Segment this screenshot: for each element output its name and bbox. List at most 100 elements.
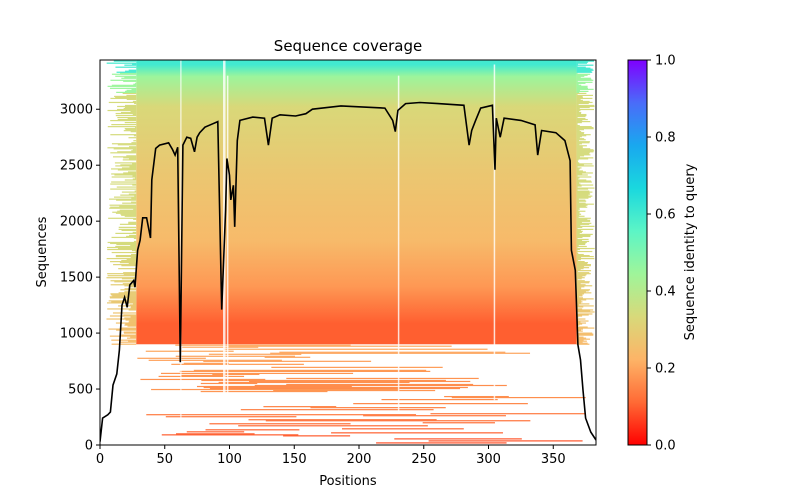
alignment-row [576,164,584,166]
alignment-row [111,343,137,345]
alignment-row [576,191,593,193]
alignment-row [576,185,582,187]
alignment-row [576,73,591,75]
alignment-row [122,283,137,285]
alignment-row [576,87,588,89]
alignment-row [576,304,580,306]
alignment-row [576,295,583,297]
alignment-row [576,105,595,108]
alignment-row [576,64,594,66]
alignment-row [132,63,137,65]
alignment-row [115,96,137,99]
alignment-row [576,326,588,328]
alignment-row [576,174,588,176]
alignment-row [121,259,137,262]
alignment-row [130,286,137,288]
alignment-row [576,98,581,101]
colorbar-tick-label: 0.6 [655,208,676,223]
alignment-row [576,225,595,227]
alignment-row [110,284,137,286]
alignment-row [125,323,137,325]
x-tick-label: 300 [476,452,501,467]
alignment-row [117,169,137,171]
alignment-row [576,128,594,130]
alignment-row [576,244,579,247]
alignment-row [126,89,137,91]
alignment-row [109,207,137,209]
alignment-row [130,244,137,247]
alignment-row [576,200,587,202]
alignment-row [576,296,580,298]
alignment-row [576,322,587,324]
alignment-row [576,245,587,248]
alignment-row [576,125,580,127]
alignment-row [576,267,590,269]
alignment-row [576,104,595,107]
alignment-row [114,196,137,198]
alignment-row [576,196,591,198]
alignment-row [123,80,137,82]
alignment-row [209,387,461,390]
alignment-row [576,80,578,82]
alignment-row [576,198,579,200]
alignment-row [576,158,589,160]
alignment-row [576,259,579,262]
alignment-row [576,153,590,155]
alignment-row [576,189,578,191]
alignment-row [576,202,586,204]
alignment-row [125,70,137,72]
alignment-row [123,157,137,159]
alignment-row [576,321,581,323]
alignment-row [576,122,582,124]
alignment-row [115,114,137,117]
alignment-row [576,94,593,97]
alignment-row [124,288,137,290]
alignment-row [145,350,234,352]
gap-column [493,64,496,401]
colorbar [627,59,648,446]
alignment-row [576,83,579,85]
alignment-row [128,69,137,71]
alignment-row [576,219,591,221]
alignment-row [576,272,590,274]
alignment-row [576,336,584,338]
alignment-row [128,137,137,139]
alignment-row [271,366,443,368]
alignment-row [130,316,137,318]
alignment-row [576,270,592,272]
alignment-row [576,251,578,254]
colorbar-tick-label: 0.2 [655,362,676,377]
alignment-row [576,299,587,301]
alignment-row [576,329,581,331]
alignment-row [576,165,594,167]
alignment-row [576,318,586,320]
alignment-row [576,112,582,115]
alignment-row [128,309,137,311]
alignment-row [576,61,589,63]
alignment-row [203,386,468,389]
alignment-row [123,331,137,333]
alignment-row [110,119,137,122]
alignment-row [228,345,452,347]
alignment-row [576,88,594,90]
alignment-row [129,320,137,322]
alignment-row [140,378,266,381]
alignment-row [576,179,587,181]
alignment-row [576,297,583,299]
alignment-row [223,348,488,350]
alignment-row [107,246,137,249]
alignment-row [576,137,580,139]
alignment-row [576,218,588,220]
alignment-row [186,431,245,433]
alignment-row [576,256,582,259]
alignment-row [576,333,594,335]
alignment-row [576,232,580,235]
alignment-row [119,327,137,329]
alignment-row [126,155,137,157]
alignment-row [126,235,137,238]
alignment-row [576,67,591,69]
alignment-row [576,212,580,214]
alignment-row [116,71,137,73]
alignment-row [576,101,593,104]
alignment-row [576,277,585,279]
